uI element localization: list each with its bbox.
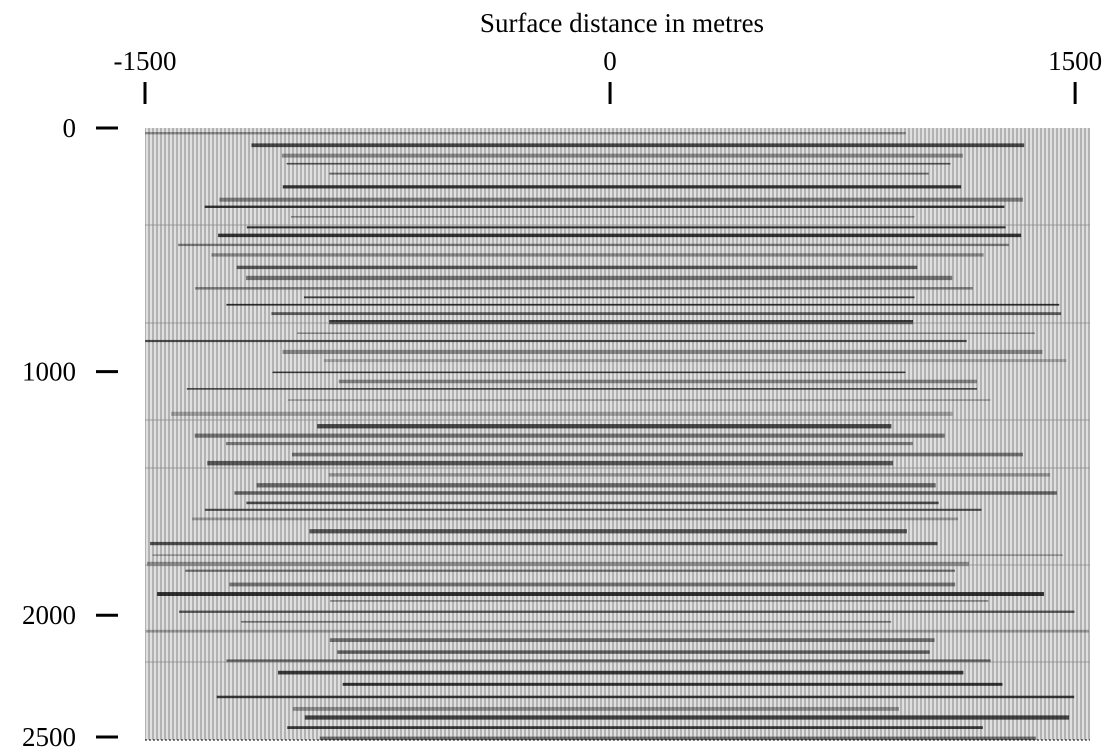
reflector-band [236,265,918,270]
reflector-band [251,143,1025,148]
reflector-band [211,253,984,257]
reflector-band [309,529,907,534]
reflector-band [328,473,1051,477]
reflector-band [319,736,1036,741]
reflector-band [219,197,1023,202]
chart-title: Surface distance in metres [480,8,764,38]
reflector-band [146,561,969,567]
reflector-band [303,296,915,299]
x-tick-label: 0 [603,46,617,76]
reflector-band [171,411,953,416]
reflector-band [145,132,906,135]
reflector-band [246,501,939,505]
reflector-band [282,185,962,189]
reflector-band [195,287,973,290]
reflector-band [179,610,1075,613]
reflector-band [317,424,892,429]
reflector-band [246,226,1006,229]
plot-area [145,128,1090,741]
reflector-band [225,441,913,446]
reflector-band [323,359,1067,363]
reflector-band [204,205,1005,208]
reflector-band [330,599,989,602]
reflector-band [229,582,956,587]
reflector-band [145,339,967,343]
reflector-band [287,399,991,401]
reflector-band [150,541,938,546]
reflector-band [329,172,929,175]
y-tick-label: 1000 [22,357,76,387]
reflector-band [245,275,953,281]
reflector-band [290,215,915,218]
reflector-band [157,592,1044,596]
reflector-band [282,349,1043,354]
y-tick-label: 2000 [22,600,76,630]
reflector-band [329,638,935,643]
reflector-band [338,379,977,384]
reflector-band [192,517,959,521]
x-tick-label: 1500 [1048,46,1102,76]
reflector-band [185,569,956,572]
reflector-band [145,629,1089,633]
reflector-band [152,554,1063,557]
reflector-band [226,659,991,663]
reflector-band [207,460,893,466]
reflector-band [337,650,930,654]
reflector-band [287,726,983,730]
reflector-band [234,491,1057,495]
reflector-band [271,312,1062,316]
y-tick-label: 0 [63,113,77,143]
x-tick-label: -1500 [114,46,177,76]
reflector-band [216,695,1075,699]
reflector-band [292,706,899,711]
reflector-band [304,715,1070,720]
reflector-band [218,233,1022,238]
reflector-band [278,670,964,675]
reflector-band [329,320,914,325]
y-tick-label: 2500 [22,722,76,751]
reflector-band [342,682,1003,686]
reflector-band [297,332,1035,334]
reflector-band [286,162,951,165]
reflector-band [281,153,963,158]
seismic-traces [145,128,1090,740]
reflector-band [272,371,906,374]
reflector-band [194,433,945,438]
reflector-band [241,620,892,623]
reflector-band [256,483,936,488]
reflector-band [204,508,982,511]
reflector-band [178,243,1009,247]
reflector-band [226,303,1060,306]
reflector-band [291,452,1023,457]
reflector-band [186,388,978,390]
